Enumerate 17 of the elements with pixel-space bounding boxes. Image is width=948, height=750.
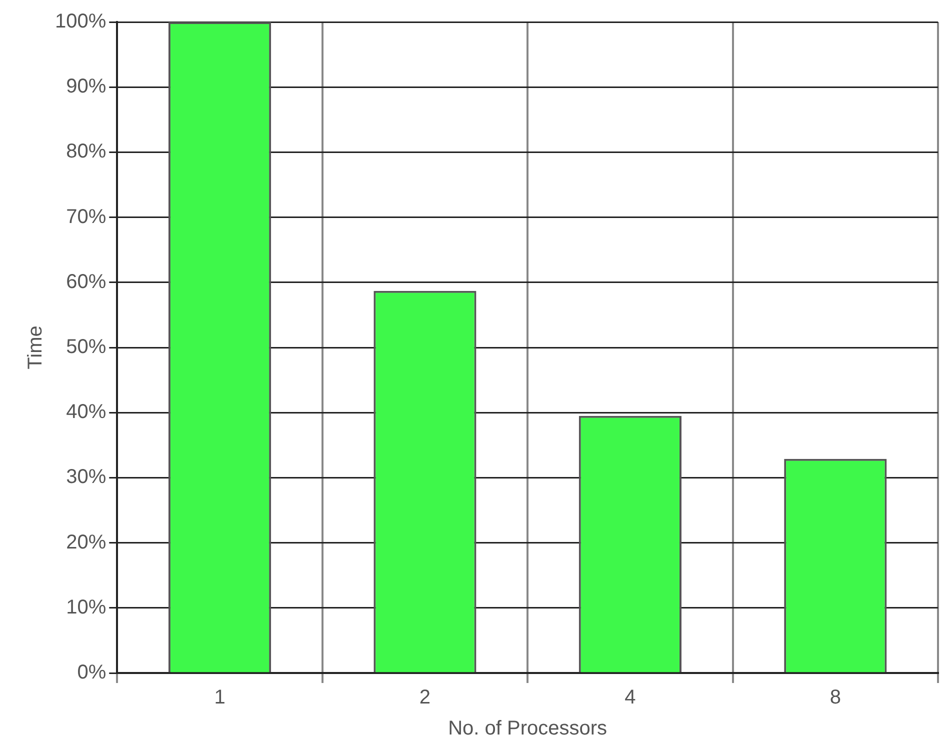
y-tick-label: 100% [54,10,106,33]
y-tick-label: 30% [66,466,106,488]
y-tick-label: 10% [66,596,106,618]
y-axis-title: Time [24,326,47,370]
x-axis-title: No. of Processors [448,718,608,740]
x-tick-label: 4 [624,686,636,709]
x-tick-label: 1 [214,686,226,709]
y-tick-label: 0% [77,662,106,684]
x-tick-label: 8 [830,686,841,709]
y-tick-label: 90% [66,76,106,98]
y-tick-label: 60% [66,270,106,293]
y-tick-label: 50% [66,336,106,358]
y-tick-label: 70% [66,206,106,228]
y-tick-label: 40% [66,401,106,424]
y-tick-label: 20% [66,531,106,554]
x-tick-label: 2 [419,686,431,709]
y-tick-label: 80% [66,140,106,163]
